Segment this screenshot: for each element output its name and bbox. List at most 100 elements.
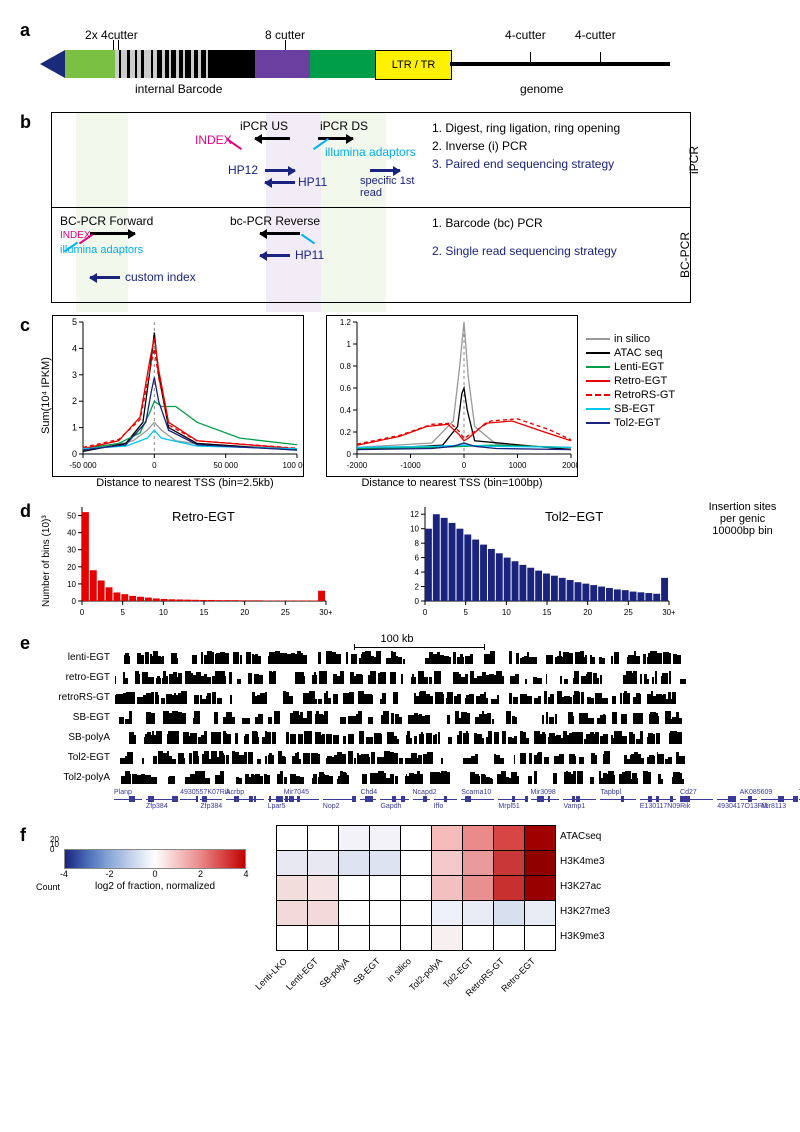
d-left-hist: 01020304050051015202530+ Retro-EGT bbox=[52, 501, 332, 621]
panel-a: a 2x 4cutter 8 cutter 4-cutter 4-cutter … bbox=[20, 20, 780, 100]
svg-text:0: 0 bbox=[72, 449, 77, 459]
illumina-diag-rev bbox=[301, 233, 315, 244]
svg-text:2: 2 bbox=[72, 396, 77, 406]
panel-c: c Sum(10⁴ IPKM) -50 000 0 50 000 100 000 0 1 2… bbox=[20, 315, 780, 489]
bcpcr-rev-label: bc-PCR Reverse bbox=[230, 214, 320, 228]
svg-text:15: 15 bbox=[543, 608, 552, 617]
panel-c-label: c bbox=[20, 315, 30, 336]
label-4cutter-1: 4-cutter bbox=[505, 28, 546, 42]
purple-segment bbox=[255, 50, 310, 78]
rev-arrow bbox=[260, 232, 300, 235]
ipct-step-1: 1. Digest, ring ligation, ring opening bbox=[432, 119, 682, 137]
tick bbox=[113, 40, 114, 50]
panel-e: e 100 kb lenti-EGTretro-EGTretroRS-GTSB-… bbox=[20, 633, 780, 813]
svg-text:4: 4 bbox=[415, 568, 420, 577]
e-tracks: 100 kb lenti-EGTretro-EGTretroRS-GTSB-EG… bbox=[40, 633, 680, 813]
c-ylabel: Sum(10⁴ IPKM) bbox=[40, 315, 52, 477]
svg-text:1.2: 1.2 bbox=[340, 318, 352, 327]
d-right-title: Tol2−EGT bbox=[545, 509, 603, 524]
svg-text:10: 10 bbox=[410, 524, 419, 533]
bcpcr-box: BC-PCR BC-PCR Forward bc-PCR Reverse IND… bbox=[51, 207, 691, 303]
svg-text:30+: 30+ bbox=[319, 608, 332, 617]
svg-text:0.6: 0.6 bbox=[340, 384, 352, 393]
svg-text:0.2: 0.2 bbox=[340, 428, 352, 437]
panel-b: b iPCR iPCR US iPCR DS INDEX illumina ad… bbox=[20, 112, 780, 303]
green-segment-2 bbox=[310, 50, 375, 78]
c-right-xlabel: Distance to nearest TSS (bin=100bp) bbox=[326, 477, 578, 489]
svg-text:-50 000: -50 000 bbox=[69, 461, 97, 470]
index-label-2: INDEX bbox=[60, 230, 91, 241]
custom-label: custom index bbox=[125, 270, 196, 284]
specific-arrow bbox=[370, 169, 400, 172]
green-segment-1 bbox=[65, 50, 115, 78]
svg-text:3: 3 bbox=[72, 369, 77, 379]
svg-text:100 000: 100 000 bbox=[283, 461, 303, 470]
tick bbox=[285, 40, 286, 50]
hp11-label-2: HP11 bbox=[295, 248, 324, 262]
hp12-label: HP12 bbox=[228, 163, 258, 177]
d-left-title: Retro-EGT bbox=[172, 509, 235, 524]
svg-text:0: 0 bbox=[72, 597, 77, 606]
index-label-1: INDEX bbox=[195, 133, 232, 147]
svg-text:25: 25 bbox=[281, 608, 290, 617]
count-label: Count bbox=[36, 883, 60, 892]
c-legend: in silicoATAC seqLenti-EGTRetro-EGTRetro… bbox=[586, 333, 675, 489]
svg-text:0: 0 bbox=[462, 461, 467, 470]
ltr-segment: LTR / TR bbox=[375, 50, 452, 80]
ipct-us-label: iPCR US bbox=[240, 119, 288, 133]
svg-text:4: 4 bbox=[72, 343, 77, 353]
label-2x4cutter: 2x 4cutter bbox=[85, 28, 138, 42]
panel-a-label: a bbox=[20, 20, 30, 41]
svg-text:20: 20 bbox=[583, 608, 592, 617]
svg-text:15: 15 bbox=[200, 608, 209, 617]
hp11-arrow bbox=[265, 181, 295, 184]
fwd-arrow bbox=[90, 232, 135, 235]
ipct-vert-label: iPCR bbox=[687, 146, 701, 174]
svg-text:40: 40 bbox=[67, 528, 76, 537]
hp12-arrow bbox=[265, 169, 295, 172]
svg-text:8: 8 bbox=[415, 539, 420, 548]
svg-text:-1000: -1000 bbox=[400, 461, 421, 470]
panel-f-label: f bbox=[20, 825, 26, 846]
label-genome: genome bbox=[520, 82, 563, 96]
e-scale-label: 100 kb bbox=[381, 633, 414, 645]
colorbar-label: log2 of fraction, normalized bbox=[64, 881, 246, 892]
svg-text:30: 30 bbox=[67, 545, 76, 554]
svg-text:50: 50 bbox=[67, 511, 76, 520]
colorbar: Count 20100 -4-2024 log2 of fraction, no… bbox=[36, 835, 246, 892]
svg-text:1: 1 bbox=[72, 422, 77, 432]
gene-track: PlanpZfp3844930557K07RikZfp384AcrbpLpar5… bbox=[114, 789, 680, 813]
svg-text:50 000: 50 000 bbox=[213, 461, 238, 470]
illumina-label-2: illumina adaptors bbox=[60, 244, 143, 256]
svg-text:2: 2 bbox=[415, 582, 420, 591]
svg-text:5: 5 bbox=[120, 608, 125, 617]
triangle-segment bbox=[40, 50, 65, 78]
specific-label: specific 1st read bbox=[360, 175, 430, 199]
custom-arrow bbox=[90, 276, 120, 279]
ipct-step-2: 2. Inverse (i) PCR bbox=[432, 137, 682, 155]
svg-text:0: 0 bbox=[423, 608, 428, 617]
c-right-chart: -2000-100001000200000.20.40.60.811.2 bbox=[326, 315, 578, 477]
arrow-us bbox=[255, 137, 290, 140]
bcpcr-step-1: 1. Barcode (bc) PCR bbox=[432, 214, 682, 232]
svg-text:1000: 1000 bbox=[509, 461, 527, 470]
svg-text:-2000: -2000 bbox=[347, 461, 368, 470]
panel-f: f Count 20100 -4-2024 log2 of fraction, … bbox=[20, 825, 780, 951]
svg-text:0.4: 0.4 bbox=[340, 406, 352, 415]
svg-text:0: 0 bbox=[347, 450, 352, 459]
illumina-label-1: illumina adaptors bbox=[325, 145, 416, 159]
svg-text:0.8: 0.8 bbox=[340, 362, 352, 371]
svg-text:12: 12 bbox=[410, 510, 419, 519]
hp11-arrow-2 bbox=[260, 254, 290, 257]
panel-d-label: d bbox=[20, 501, 31, 522]
d-ylabel: Number of bins (10)³ bbox=[41, 501, 52, 621]
panel-a-diagram: 2x 4cutter 8 cutter 4-cutter 4-cutter LT… bbox=[40, 20, 680, 100]
d-xlabel: Insertion sites per genic 10000bp bin bbox=[705, 501, 780, 537]
svg-text:10: 10 bbox=[159, 608, 168, 617]
bcpcr-fwd-label: BC-PCR Forward bbox=[60, 214, 153, 228]
bcpcr-vert-label: BC-PCR bbox=[678, 231, 692, 277]
label-barcode: internal Barcode bbox=[135, 82, 222, 96]
svg-text:0: 0 bbox=[152, 461, 157, 470]
heatmap: ATACseqH3K4me3H3K27acH3K27me3H3K9me3 Len… bbox=[276, 825, 556, 951]
svg-text:0: 0 bbox=[415, 597, 420, 606]
